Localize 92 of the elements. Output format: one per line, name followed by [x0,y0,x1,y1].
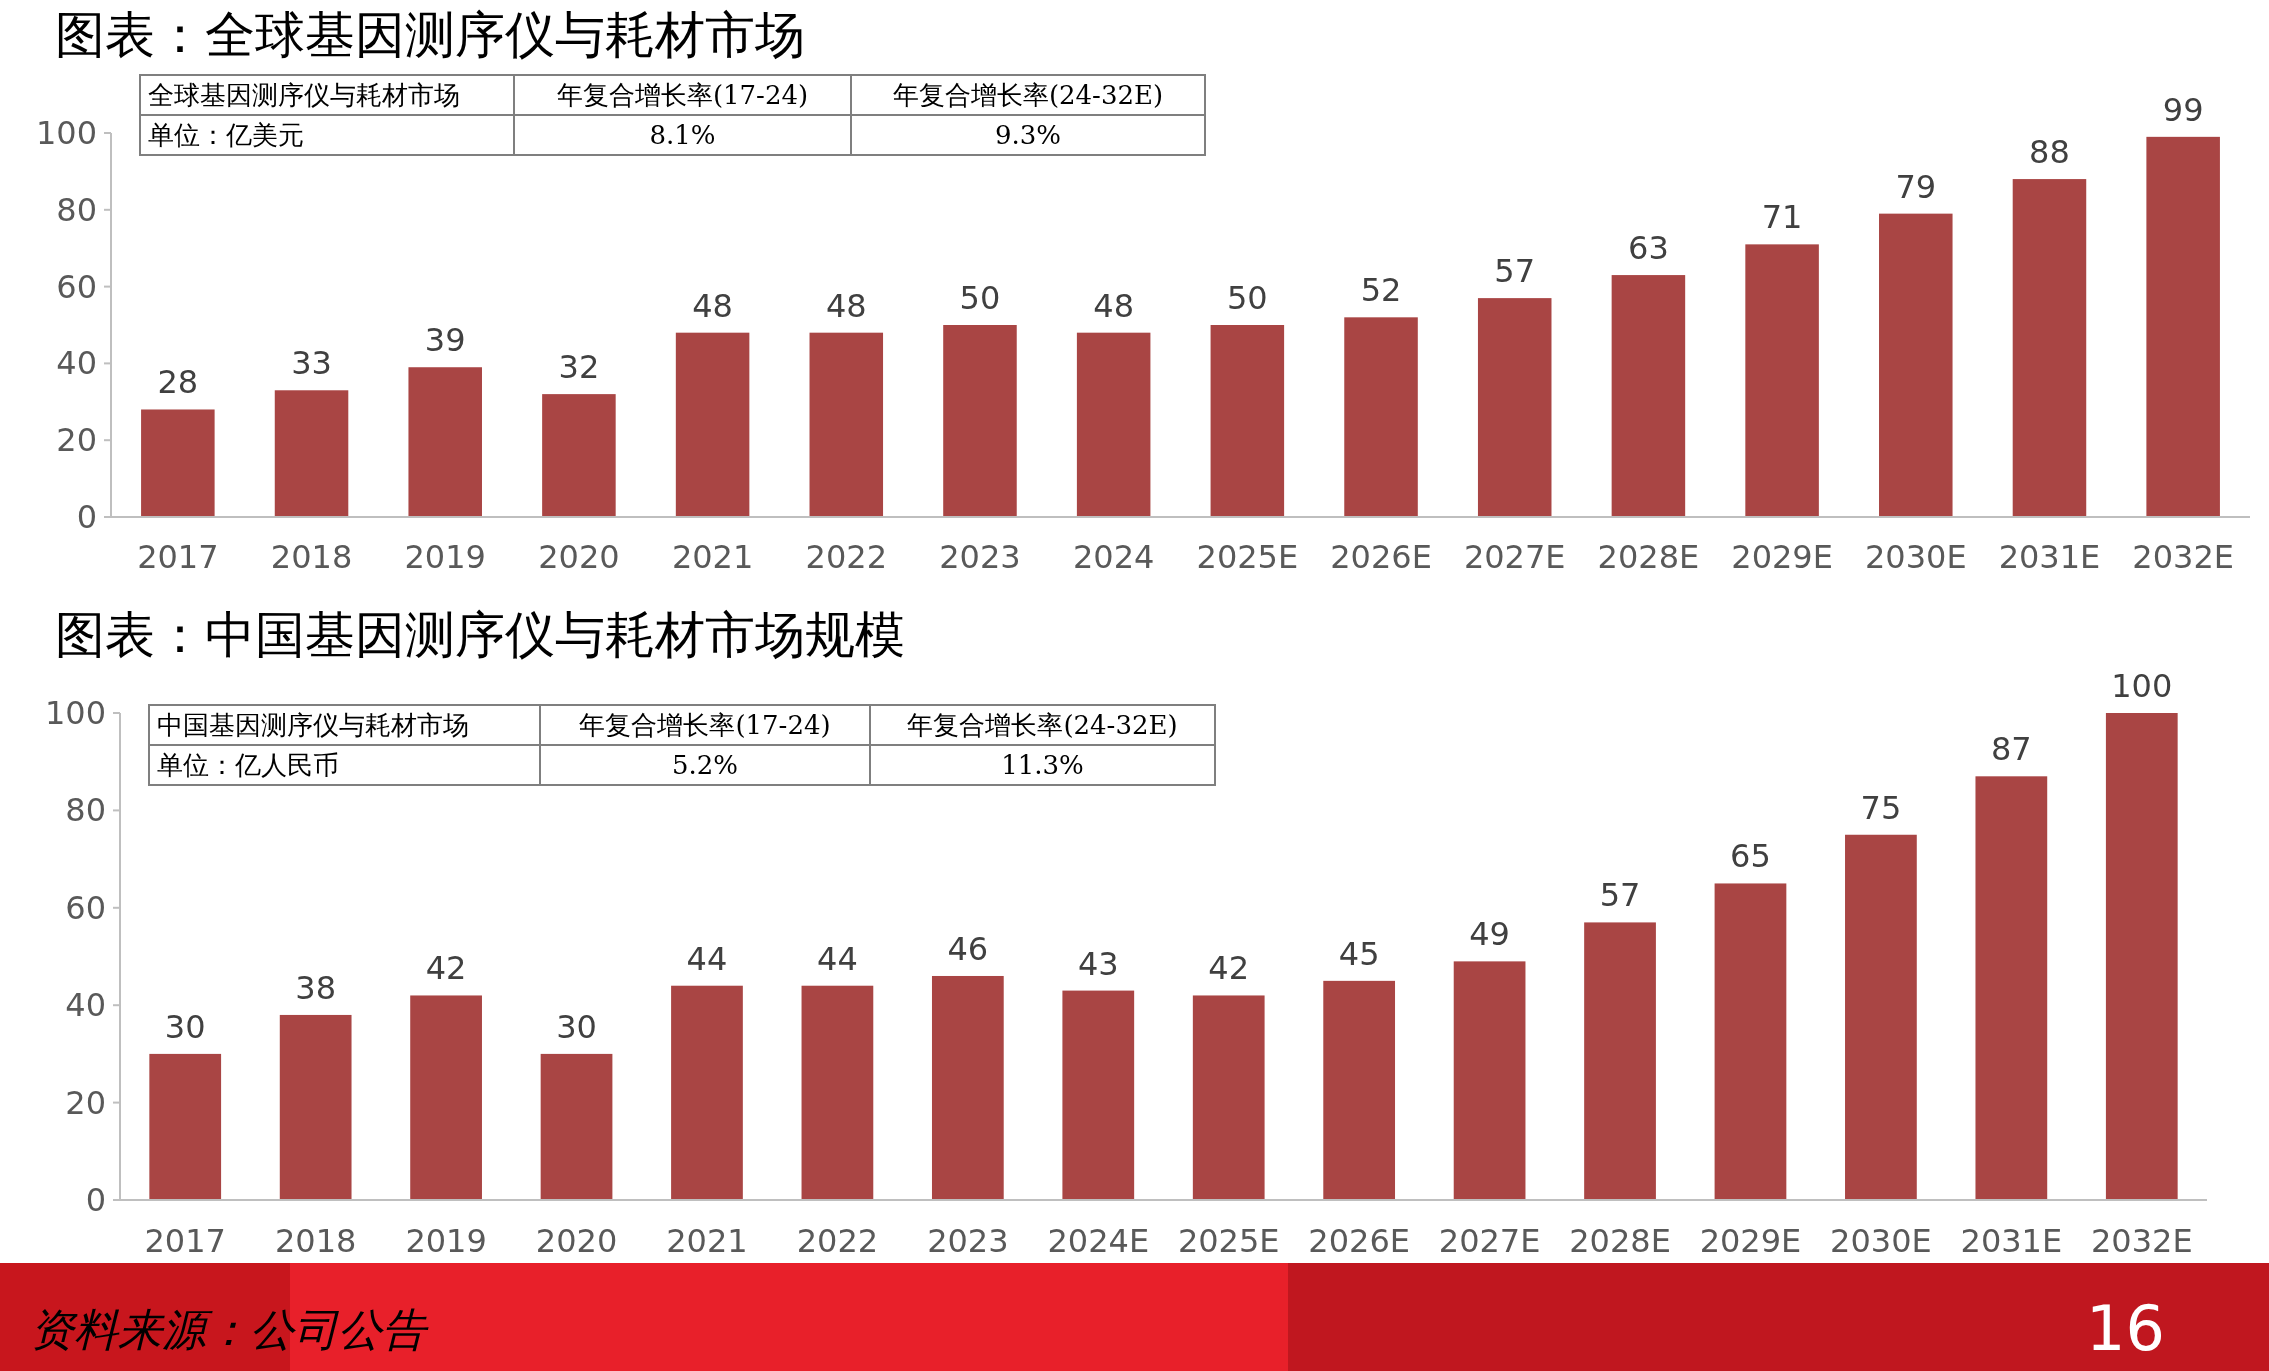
x-tick-label: 2032E [2090,1222,2193,1260]
data-label: 42 [1208,949,1250,988]
y-tick-label: 100 [44,694,106,732]
data-label: 50 [959,279,1001,317]
x-tick-label: 2017 [144,1222,226,1260]
annotation: 9.3% [994,120,1062,150]
x-tick-label: 2020 [538,538,620,576]
data-label: 48 [825,286,867,325]
x-tick-label: 2031E [1960,1222,2063,1260]
y-tick-label: 40 [65,986,106,1025]
data-label: 44 [817,939,858,978]
x-tick-label: 2018 [274,1222,357,1260]
data-label: 43 [1077,944,1119,983]
x-tick-label: 2032E [2132,538,2234,576]
x-tick-label: 2024 [1072,538,1155,576]
data-label: 99 [2162,90,2204,129]
annotation: 年复合增长率(17-24) [579,710,831,740]
chart-title: 图表：全球基因测序仪与耗材市场 [55,6,805,64]
x-tick-label: 2020 [535,1222,618,1260]
text: 全球基因测序仪与耗材市场 [148,80,460,110]
y-tick-label: 20 [56,421,97,460]
annotation: 单位：亿美元 [148,120,304,150]
data-label: 42 [425,949,467,988]
data-label: 57 [1494,252,1536,291]
data-label: 39 [424,321,466,360]
x-tick-label: 2023 [939,538,1021,576]
data-label: 48 [692,286,733,325]
data-label: 30 [556,1007,597,1046]
annotation: 8.1% [649,120,716,150]
x-tick-label: 2025E [1196,538,1299,576]
data-label: 46 [947,929,989,968]
x-tick-label: 2021 [671,538,754,576]
y-tick-label: 0 [76,498,97,536]
x-tick-label: 2022 [796,1222,879,1260]
annotation: 11.3% [1001,750,1084,780]
y-tick-label: 40 [56,344,97,383]
data-label: 38 [295,968,337,1007]
y-tick-label: 0 [85,1181,106,1219]
data-label: 65 [1730,837,1771,876]
x-tick-label: 2028E [1569,1222,1671,1260]
data-label: 48 [1093,286,1135,325]
y-tick-label: 60 [56,267,97,306]
x-tick-label: 2023 [927,1222,1009,1260]
data-label: 71 [1761,198,1803,237]
text: 16 [2086,1292,2165,1365]
data-label: 45 [1338,934,1380,973]
y-tick-label: 100 [35,114,97,152]
text: 年复合增长率(24-32E) [892,80,1164,110]
data-label: 33 [291,344,332,383]
x-tick-label: 2027E [1438,1222,1541,1260]
y-tick-label: 20 [65,1083,106,1122]
data-label: 30 [164,1007,206,1046]
x-tick-label: 2019 [405,1222,487,1260]
data-label: 50 [1226,279,1268,317]
x-tick-label: 2024E [1047,1222,1150,1260]
x-tick-label: 2027E [1463,538,1566,576]
y-tick-label: 80 [65,791,106,830]
x-tick-label: 2026E [1308,1222,1410,1260]
chart-title: 图表：中国基因测序仪与耗材市场规模 [55,606,905,664]
annotation: 年复合增长率(24-32E) [907,710,1178,740]
x-tick-label: 2029E [1731,538,1833,576]
x-tick-label: 2031E [1998,538,2101,576]
data-label: 28 [157,363,199,402]
data-label: 52 [1360,271,1402,310]
text: 年复合增长率(17-24) [556,80,809,110]
annotation: 中国基因测序仪与耗材市场 [157,710,469,740]
x-tick-label: 2018 [270,538,353,576]
data-label: 49 [1469,915,1510,954]
annotation: 单位：亿人民币 [157,750,339,780]
text: 资料来源：公司公告 [30,1304,429,1355]
y-tick-label: 80 [56,190,97,229]
data-label: 87 [1990,730,2032,769]
data-label: 100 [2111,667,2173,705]
x-tick-label: 2028E [1597,538,1700,576]
data-label: 75 [1860,788,1902,827]
x-tick-label: 2019 [404,538,486,576]
data-label: 32 [558,348,600,387]
x-tick-label: 2021 [666,1222,748,1260]
x-tick-label: 2017 [137,538,219,576]
data-label: 63 [1628,229,1669,268]
data-label: 79 [1895,167,1937,206]
x-tick-label: 2025E [1177,1222,1280,1260]
data-label: 88 [2029,133,2070,172]
x-tick-label: 2026E [1330,538,1432,576]
x-tick-label: 2022 [805,538,887,576]
data-label: 57 [1599,876,1641,915]
x-tick-label: 2029E [1699,1222,1802,1260]
x-tick-label: 2030E [1864,538,1967,576]
annotation: 5.2% [671,750,739,780]
x-tick-label: 2030E [1830,1222,1932,1260]
data-label: 44 [686,939,728,978]
y-tick-label: 60 [65,888,106,927]
